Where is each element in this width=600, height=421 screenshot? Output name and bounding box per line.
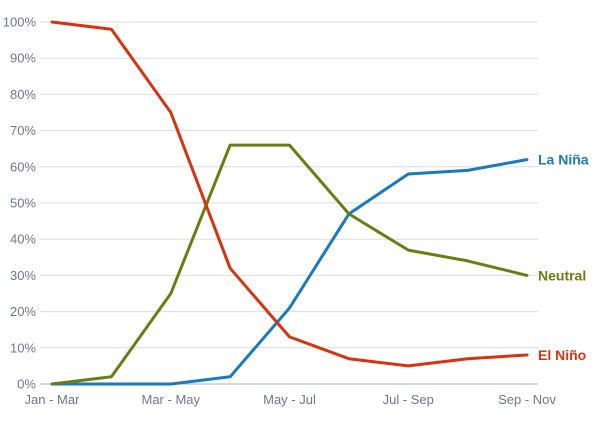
y-tick-label: 10% bbox=[10, 340, 36, 355]
series-line-la-ni-a bbox=[50, 158, 529, 386]
grid-lines bbox=[40, 21, 538, 385]
x-tick-label: Sep - Nov bbox=[498, 392, 556, 407]
x-tick-label: Mar - May bbox=[142, 392, 201, 407]
y-tick-label: 20% bbox=[10, 304, 36, 319]
y-axis: 0% 10% 20% 30% 40% 50% 60% 70% 80% 90% 100% bbox=[3, 15, 37, 392]
y-tick-label: 80% bbox=[10, 87, 36, 102]
y-tick-label: 70% bbox=[10, 123, 36, 138]
series-label-la-ni-a: La Niña bbox=[538, 152, 589, 168]
y-tick-label: 40% bbox=[10, 232, 36, 247]
x-tick-label: Jul - Sep bbox=[383, 392, 434, 407]
x-tick-label: Jan - Mar bbox=[25, 392, 81, 407]
y-tick-label: 100% bbox=[3, 15, 37, 30]
y-tick-label: 90% bbox=[10, 51, 36, 66]
series-line-el-ni-o bbox=[50, 20, 529, 368]
y-tick-label: 60% bbox=[10, 159, 36, 174]
series-label-el-ni-o: El Niño bbox=[538, 347, 586, 363]
x-axis: Jan - Mar Mar - May May - Jul Jul - Sep Sep … bbox=[25, 392, 557, 407]
series-lines bbox=[50, 20, 529, 386]
x-tick-label: May - Jul bbox=[263, 392, 316, 407]
series-label-neutral: Neutral bbox=[538, 267, 586, 283]
series-labels: La Niña Neutral El Niño bbox=[538, 152, 589, 363]
y-tick-label: 50% bbox=[10, 196, 36, 211]
y-tick-label: 30% bbox=[10, 268, 36, 283]
series-line-neutral bbox=[50, 143, 529, 386]
y-tick-label: 0% bbox=[17, 377, 36, 392]
